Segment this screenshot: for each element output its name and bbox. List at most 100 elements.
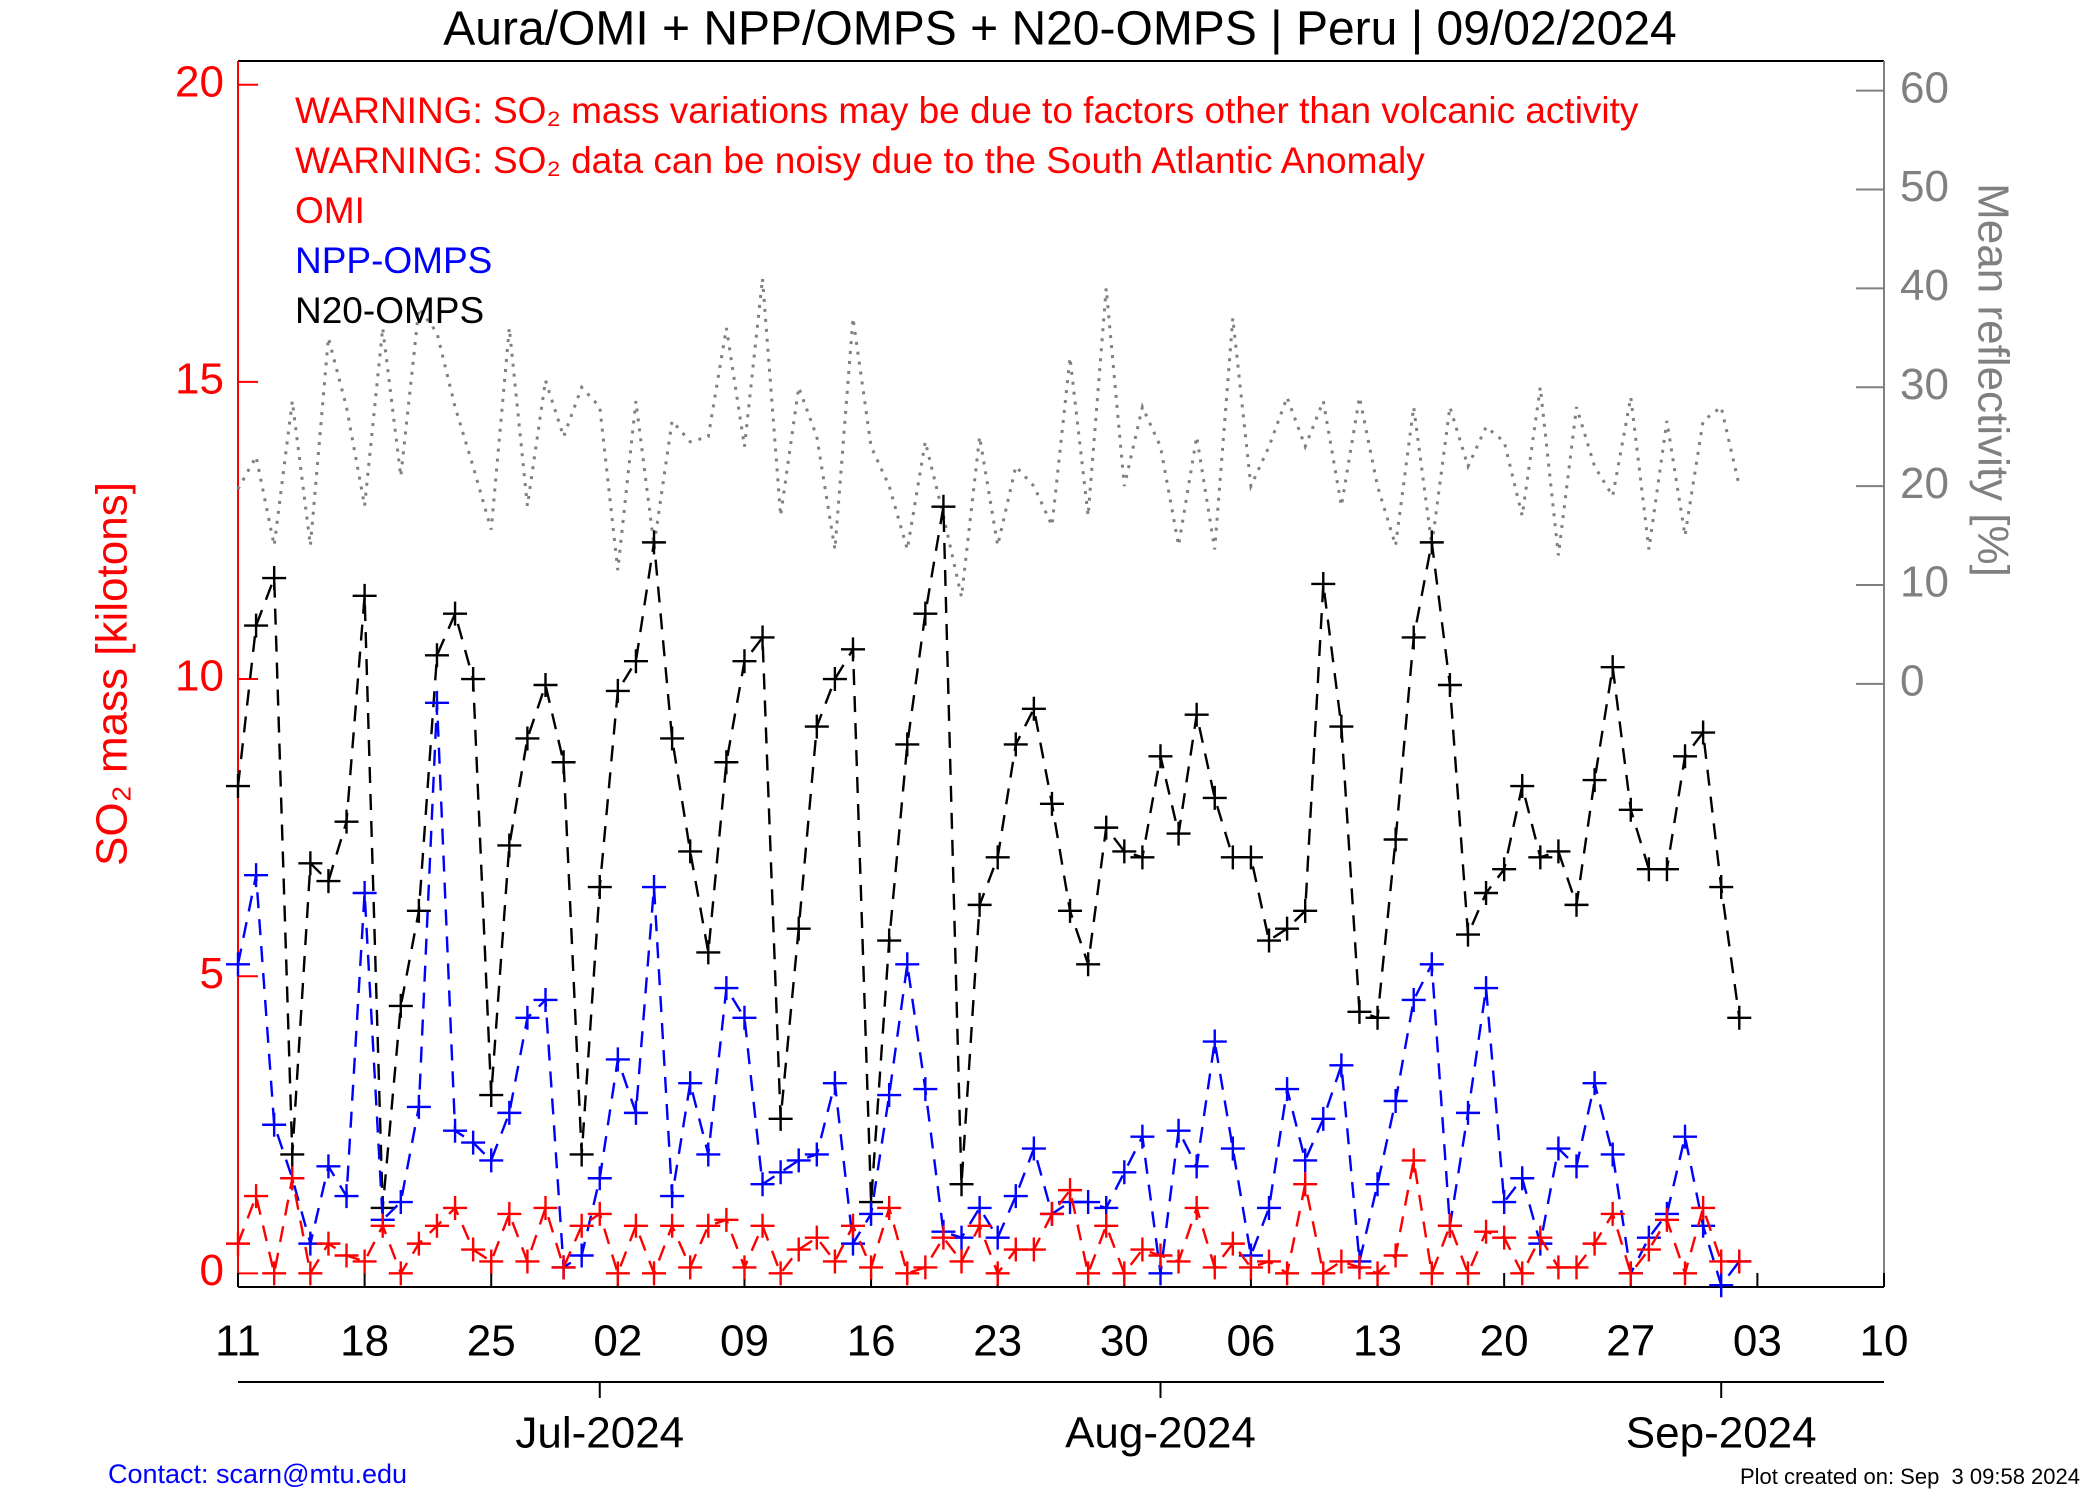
point-marker [714, 1207, 739, 1232]
point-marker [388, 1190, 413, 1215]
point-marker [1691, 720, 1716, 745]
point-marker [768, 1261, 793, 1286]
point-marker [1528, 845, 1553, 870]
x-tick-label: 11 [215, 1317, 261, 1366]
x-tick-label: 23 [973, 1317, 1022, 1366]
point-marker [352, 880, 377, 905]
point-marker [515, 1249, 540, 1274]
point-marker [334, 1243, 359, 1268]
point-marker [406, 898, 431, 923]
point-marker [913, 601, 938, 626]
x-tick-label: 27 [1606, 1317, 1655, 1366]
point-marker [1021, 1237, 1046, 1262]
point-marker [1654, 857, 1679, 882]
point-marker [587, 1166, 612, 1191]
point-marker [1039, 791, 1064, 816]
point-marker [1220, 1231, 1245, 1256]
point-marker [1600, 1201, 1625, 1226]
point-marker [1275, 1261, 1300, 1286]
point-marker [1257, 928, 1282, 953]
point-marker [551, 750, 576, 775]
point-marker [1654, 1207, 1679, 1232]
point-marker [877, 1083, 902, 1108]
point-marker [732, 1255, 757, 1280]
y-tick-label: 10 [175, 652, 224, 701]
point-marker [1184, 702, 1209, 727]
point-marker [1510, 1166, 1535, 1191]
month-tick-label: Sep-2024 [1626, 1409, 1817, 1458]
y-axis-label: SO₂ mass [kilotons] [88, 482, 137, 866]
point-marker [895, 1261, 920, 1286]
point-marker [660, 1184, 685, 1209]
point-marker [497, 1201, 522, 1226]
point-marker [1383, 1243, 1408, 1268]
point-marker [605, 678, 630, 703]
point-marker [1329, 714, 1354, 739]
warning: WARNING: SO₂ mass variations may be due … [295, 90, 1639, 131]
point-marker [1148, 1243, 1173, 1268]
point-marker [786, 916, 811, 941]
point-marker [244, 1184, 269, 1209]
point-marker [1401, 987, 1426, 1012]
point-marker [443, 1118, 468, 1143]
y2-tick-label: 30 [1900, 360, 1949, 409]
point-marker [696, 940, 721, 965]
point-marker [1636, 1237, 1661, 1262]
point-marker [569, 1243, 594, 1268]
point-marker [840, 1213, 865, 1238]
point-marker [913, 1077, 938, 1102]
point-marker [1365, 1261, 1390, 1286]
created-note: Plot created on: Sep 3 09:58 2024 [1740, 1464, 2080, 1489]
point-marker [1094, 1213, 1119, 1238]
point-marker [388, 1261, 413, 1286]
x-tick-label: 09 [720, 1317, 769, 1366]
point-marker [1021, 696, 1046, 721]
point-marker [388, 993, 413, 1018]
x-tick-label: 03 [1733, 1317, 1782, 1366]
point-marker [1419, 1261, 1444, 1286]
point-marker [1202, 1029, 1227, 1054]
point-marker [1257, 1195, 1282, 1220]
point-marker [479, 1249, 504, 1274]
point-marker [533, 672, 558, 697]
point-marker [1058, 898, 1083, 923]
point-marker [1311, 571, 1336, 596]
point-marker [1293, 1172, 1318, 1197]
point-marker [1365, 1172, 1390, 1197]
point-marker [1275, 916, 1300, 941]
point-marker [1474, 1219, 1499, 1244]
point-marker [262, 1112, 287, 1137]
point-marker [1076, 1261, 1101, 1286]
point-marker [1727, 1249, 1752, 1274]
point-marker [1329, 1249, 1354, 1274]
series-line [236, 702, 1741, 1288]
point-marker [1130, 1237, 1155, 1262]
point-marker [1166, 1118, 1191, 1143]
point-marker [370, 1213, 395, 1238]
point-marker [443, 601, 468, 626]
point-marker [1709, 875, 1734, 900]
point-marker [678, 839, 703, 864]
point-marker [1329, 1053, 1354, 1078]
point-marker [623, 1213, 648, 1238]
point-marker [1600, 655, 1625, 680]
point-marker [334, 809, 359, 834]
point-marker [280, 1166, 305, 1191]
point-marker [750, 1213, 775, 1238]
point-marker [1510, 774, 1535, 799]
point-marker [424, 1213, 449, 1238]
point-marker [1112, 839, 1137, 864]
point-marker [515, 1005, 540, 1030]
point-marker [859, 1201, 884, 1226]
point-marker [1419, 530, 1444, 555]
point-marker [479, 1083, 504, 1108]
point-marker [461, 1237, 486, 1262]
point-marker [515, 726, 540, 751]
point-marker [569, 1213, 594, 1238]
point-marker [406, 1094, 431, 1119]
point-marker [1275, 1077, 1300, 1102]
x-tick-label: 10 [1860, 1317, 1909, 1366]
point-marker [1492, 857, 1517, 882]
point-marker [678, 1071, 703, 1096]
point-marker [1184, 1154, 1209, 1179]
